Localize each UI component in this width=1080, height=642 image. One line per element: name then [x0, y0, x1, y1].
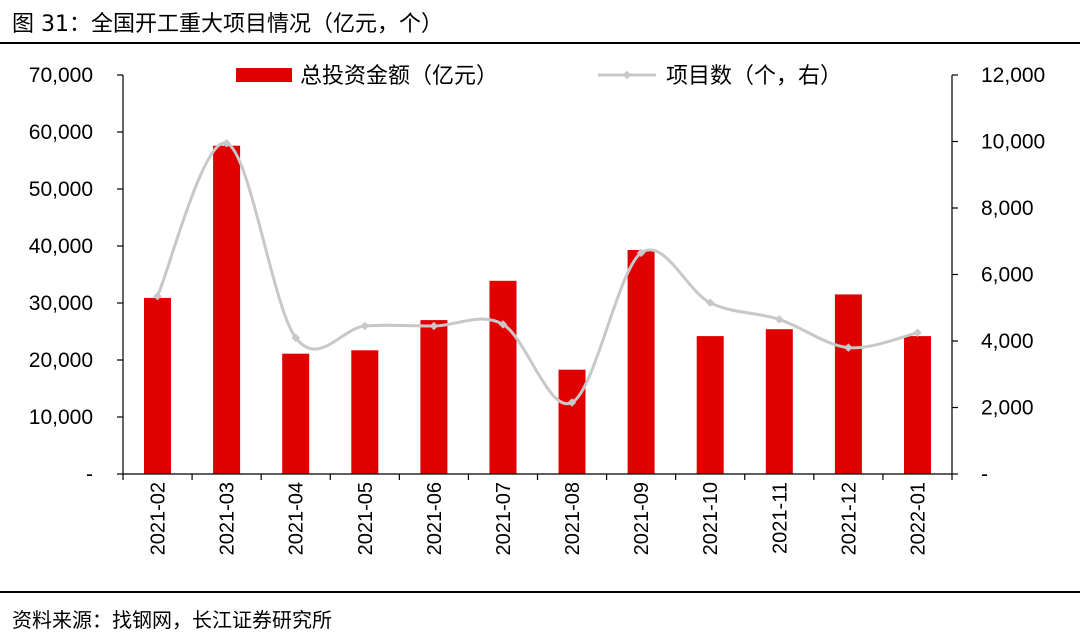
source-note: 资料来源：找钢网，长江证券研究所 [12, 608, 332, 632]
bar-2021-10 [696, 336, 724, 474]
combo-chart: - 10,000 20,000 30,000 40,000 50,000 60,000 70,… [29, 64, 1045, 555]
series-line [156, 141, 918, 406]
left-tick-label: 40,000 [29, 235, 93, 258]
x-tick-label: 2021-05 [355, 482, 377, 555]
legend-line-marker [622, 70, 632, 80]
legend-bar-label: 总投资金额（亿元） [300, 64, 498, 89]
x-tick-label: 2022-01 [908, 482, 930, 555]
left-tick-label: 30,000 [29, 292, 93, 315]
left-tick-label: 60,000 [29, 121, 93, 144]
line-point-2021-02 [153, 291, 162, 301]
x-tick-label: 2021-10 [700, 482, 722, 555]
bar-2021-05 [351, 350, 379, 474]
legend-bar-swatch [236, 68, 292, 82]
right-tick-label: 10,000 [981, 131, 1045, 154]
bar-2021-09 [627, 250, 655, 474]
left-tick-label: 50,000 [29, 178, 93, 201]
line-point-2022-01 [913, 328, 922, 337]
source-rule [0, 591, 1080, 593]
bar-2021-04 [282, 353, 310, 474]
line-point-2021-06 [429, 321, 439, 331]
line-point-2021-11 [775, 315, 784, 324]
legend-line-label: 项目数（个，右） [666, 64, 842, 89]
x-tick-label: 2021-06 [424, 482, 446, 555]
right-tick-label: 12,000 [981, 64, 1045, 87]
line-series [153, 138, 922, 407]
x-tick-label: 2021-07 [493, 482, 515, 555]
bar-2022-01 [904, 336, 931, 474]
line-point-2021-12 [844, 343, 853, 352]
bar-2021-11 [765, 329, 793, 474]
right-tick-label: 6,000 [981, 264, 1034, 287]
bar-2021-08 [558, 369, 586, 474]
x-tick-label: 2021-02 [148, 482, 170, 555]
x-tick-label: 2021-08 [562, 482, 584, 555]
title-rule [0, 42, 1080, 44]
bar-2021-02 [144, 297, 171, 474]
line-point-2021-03 [222, 138, 231, 148]
left-tick-label: 70,000 [29, 64, 93, 87]
x-tick-label: 2021-04 [286, 482, 308, 555]
right-tick-label: 4,000 [981, 330, 1034, 353]
line-point-2021-08 [567, 398, 577, 407]
bar-2021-03 [213, 145, 241, 474]
line-point-2021-07 [498, 320, 508, 329]
x-tick-label: 2021-03 [217, 482, 239, 555]
bar-series [144, 145, 931, 474]
line-point-2021-04 [291, 333, 300, 342]
axes: - 10,000 20,000 30,000 40,000 50,000 60,000 70,… [29, 64, 1045, 555]
left-tick-label: - [86, 463, 93, 486]
x-tick-label: 2021-09 [631, 482, 653, 555]
legend: 总投资金额（亿元） 项目数（个，右） [236, 64, 842, 89]
left-tick-label: 10,000 [29, 406, 93, 429]
left-tick-label: 20,000 [29, 349, 93, 372]
x-tick-label: 2021-11 [769, 482, 791, 554]
right-tick-label: 2,000 [981, 397, 1034, 420]
x-tick-label: 2021-12 [838, 482, 860, 555]
right-tick-label: - [981, 463, 988, 486]
bar-2021-06 [420, 320, 448, 474]
bar-2021-12 [834, 294, 862, 474]
line-point-2021-05 [360, 321, 370, 331]
right-tick-label: 8,000 [981, 197, 1034, 220]
figure-title: 图 31：全国开工重大项目情况（亿元，个） [12, 12, 443, 37]
bar-2021-07 [489, 280, 517, 474]
